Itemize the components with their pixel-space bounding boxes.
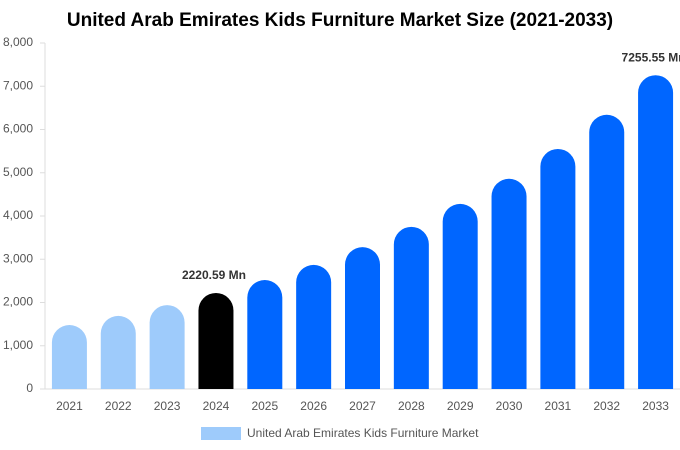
bar [589, 114, 625, 390]
x-tick-label: 2030 [496, 399, 523, 413]
bar [393, 226, 429, 389]
x-tick-label: 2026 [300, 399, 327, 413]
y-tick-label: 7,000 [3, 78, 33, 92]
chart-title: United Arab Emirates Kids Furniture Mark… [67, 10, 613, 31]
x-tick-label: 2025 [251, 399, 278, 413]
x-tick-label: 2029 [447, 399, 474, 413]
data-label: 7255.55 Mn [622, 50, 680, 64]
y-tick-label: 1,000 [3, 338, 33, 352]
y-tick-label: 3,000 [3, 251, 33, 265]
bar [247, 280, 283, 389]
y-tick-label: 6,000 [3, 122, 33, 136]
y-tick-label: 4,000 [3, 208, 33, 222]
y-tick-label: 5,000 [3, 165, 33, 179]
y-tick-label: 8,000 [3, 35, 33, 49]
data-label: 2220.59 Mn [182, 268, 246, 282]
x-tick-label: 2031 [545, 399, 572, 413]
bar [149, 305, 185, 389]
x-tick-label: 2022 [105, 399, 132, 413]
x-tick-label: 2021 [56, 399, 83, 413]
bar [51, 324, 87, 389]
bar [540, 148, 576, 389]
y-tick-label: 2,000 [3, 295, 33, 309]
x-tick-label: 2027 [349, 399, 376, 413]
x-tick-label: 2023 [154, 399, 181, 413]
bar [442, 203, 478, 389]
x-tick-label: 2033 [642, 399, 669, 413]
bar [296, 264, 332, 389]
x-tick-label: 2028 [398, 399, 425, 413]
x-tick-label: 2024 [203, 399, 230, 413]
bar [491, 178, 527, 389]
y-tick-label: 0 [26, 381, 33, 395]
bar [345, 247, 380, 389]
x-tick-label: 2032 [593, 399, 620, 413]
bar [198, 292, 234, 389]
legend-swatch [201, 427, 241, 440]
legend-label: United Arab Emirates Kids Furniture Mark… [247, 426, 479, 440]
bar [638, 75, 674, 390]
bar [100, 315, 136, 389]
